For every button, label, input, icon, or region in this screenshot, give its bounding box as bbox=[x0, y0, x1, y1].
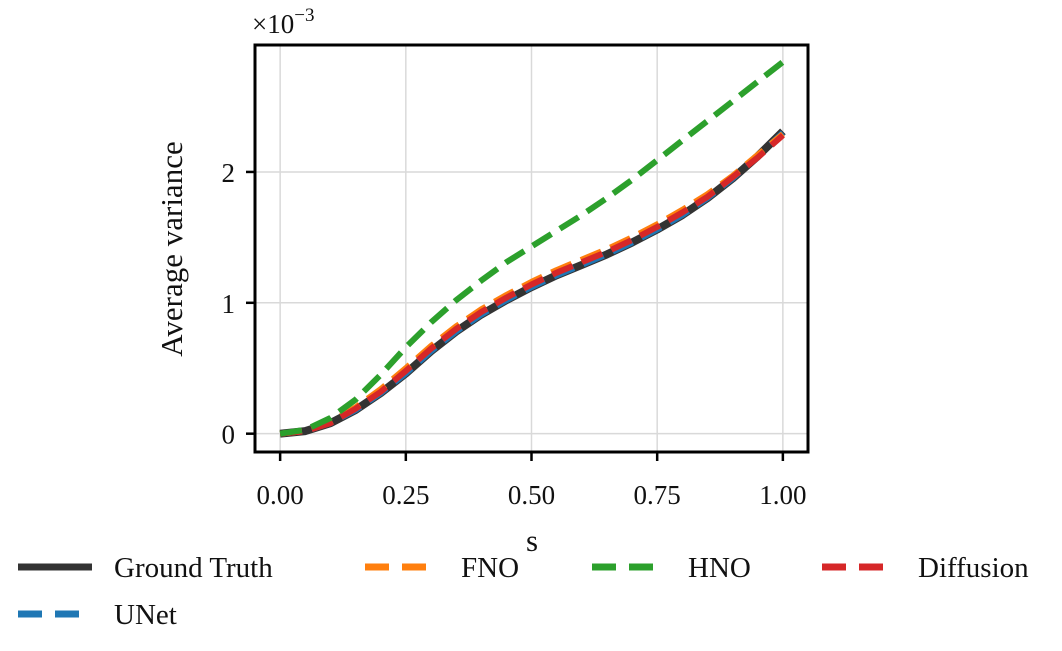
x-tick-label: 0.25 bbox=[382, 480, 429, 510]
x-tick-label: 0.50 bbox=[508, 480, 555, 510]
y-tick-label: 1 bbox=[222, 289, 236, 319]
axis-ticks: 0.00 0.25 0.50 0.75 1.00 0 1 2 bbox=[222, 158, 807, 510]
legend-entry-diffusion: Diffusion bbox=[822, 552, 1029, 584]
legend-label: Ground Truth bbox=[114, 552, 273, 584]
legend-label: Diffusion bbox=[918, 552, 1029, 584]
x-tick-label: 0.00 bbox=[257, 480, 304, 510]
series-lines bbox=[279, 59, 786, 438]
x-tick-label: 1.00 bbox=[759, 480, 806, 510]
legend-label: UNet bbox=[114, 599, 177, 631]
series-line-diffusion bbox=[279, 133, 785, 437]
y-tick-label: 2 bbox=[222, 158, 236, 188]
legend-entry-fno: FNO bbox=[365, 552, 519, 584]
y-axis-multiplier: ×10−3 bbox=[252, 5, 314, 39]
legend-entry-hno: HNO bbox=[592, 552, 751, 584]
x-tick-label: 0.75 bbox=[634, 480, 681, 510]
x-axis-title: s bbox=[526, 523, 538, 558]
legend-entry-unet: UNet bbox=[18, 599, 177, 631]
y-tick-label: 0 bbox=[222, 420, 236, 450]
legend: Ground Truth FNO HNO Diffusion UNet bbox=[18, 552, 1029, 631]
series-line-hno bbox=[279, 59, 785, 437]
legend-label: HNO bbox=[688, 552, 751, 584]
legend-entry-ground-truth: Ground Truth bbox=[18, 552, 273, 584]
legend-label: FNO bbox=[461, 552, 519, 584]
grid-lines bbox=[255, 45, 808, 452]
y-axis-title: Average variance bbox=[154, 141, 189, 356]
